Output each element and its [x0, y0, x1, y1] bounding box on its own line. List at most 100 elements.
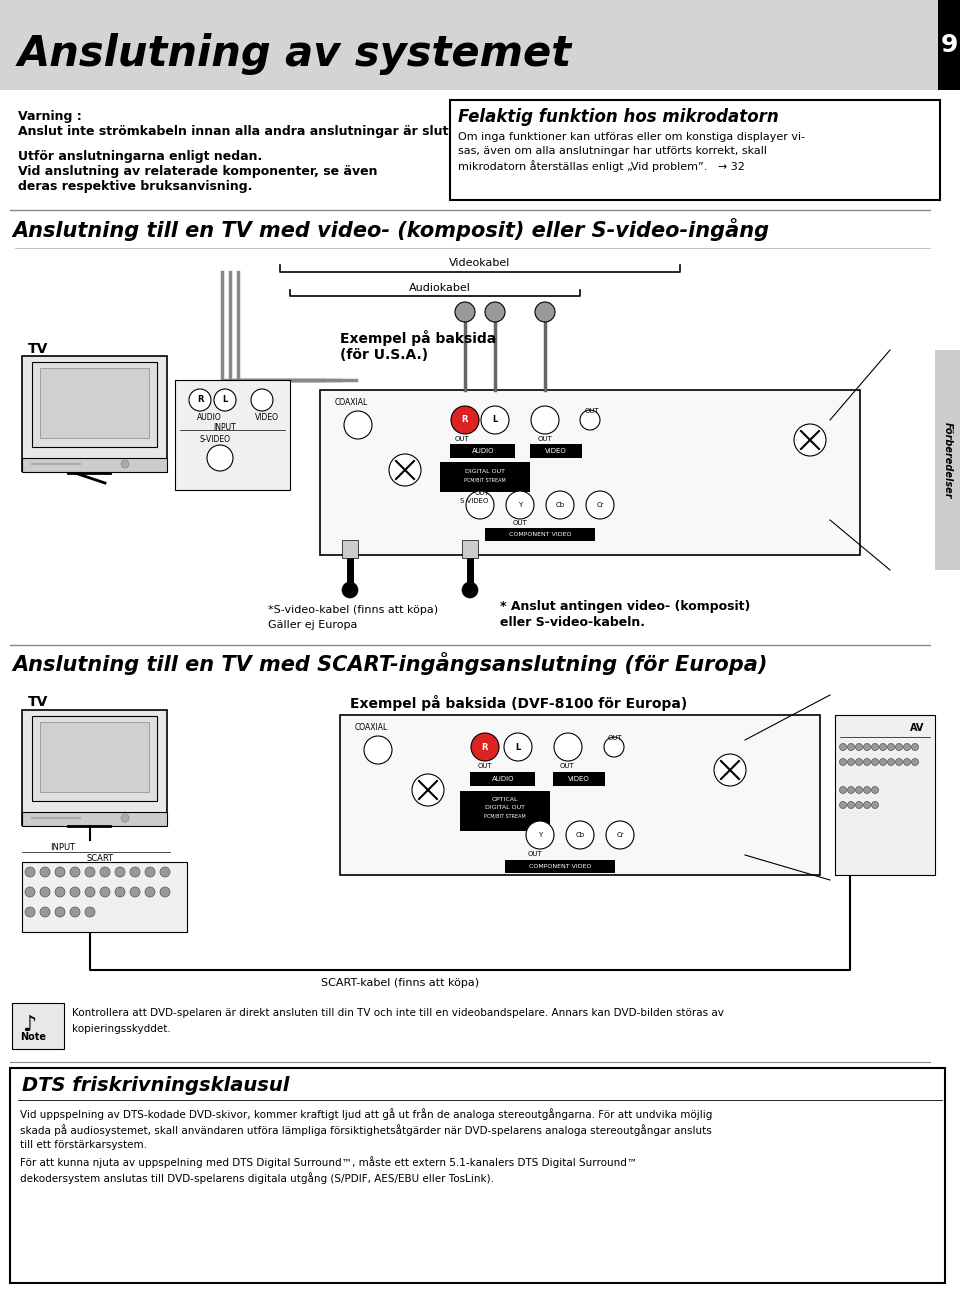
Circle shape	[606, 821, 634, 850]
Circle shape	[714, 754, 746, 786]
Circle shape	[121, 460, 129, 468]
Circle shape	[546, 491, 574, 518]
Text: OPTICAL: OPTICAL	[492, 796, 518, 802]
Text: Om inga funktioner kan utföras eller om konstiga displayer vi-: Om inga funktioner kan utföras eller om …	[458, 132, 805, 142]
Bar	[22, 710, 167, 825]
Bar	[935, 350, 960, 570]
Circle shape	[481, 406, 509, 434]
Bar	[450, 443, 515, 458]
Text: Felaktig funktion hos mikrodatorn: Felaktig funktion hos mikrodatorn	[458, 109, 779, 125]
Bar	[22, 812, 167, 826]
Text: Gäller ej Europa: Gäller ej Europa	[268, 621, 357, 630]
Text: Anslutning till en TV med SCART-ingångsanslutning (för Europa): Anslutning till en TV med SCART-ingångsa…	[12, 652, 767, 675]
Circle shape	[40, 868, 50, 877]
Bar	[835, 715, 935, 875]
Text: PCM/BIT STREAM: PCM/BIT STREAM	[464, 478, 506, 484]
Text: R: R	[197, 396, 204, 405]
Text: S-VIDEO: S-VIDEO	[200, 434, 230, 443]
Circle shape	[903, 743, 910, 750]
Text: Varning :: Varning :	[18, 110, 82, 123]
Circle shape	[848, 802, 854, 808]
Circle shape	[344, 411, 372, 440]
Bar	[462, 540, 478, 559]
Text: Vid uppspelning av DTS-kodade DVD-skivor, kommer kraftigt ljud att gå ut från de: Vid uppspelning av DTS-kodade DVD-skivor…	[20, 1108, 712, 1120]
Bar	[460, 791, 550, 831]
Text: ♪: ♪	[22, 1015, 36, 1034]
Text: SCART-kabel (finns att köpa): SCART-kabel (finns att köpa)	[321, 978, 479, 988]
Text: Anslutning till en TV med video- (komposit) eller S-video-ingång: Anslutning till en TV med video- (kompos…	[12, 219, 769, 240]
Circle shape	[214, 389, 236, 411]
Text: DIGITAL OUT: DIGITAL OUT	[485, 806, 525, 809]
Circle shape	[879, 759, 886, 765]
Text: eller S-video-kabeln.: eller S-video-kabeln.	[500, 615, 645, 628]
Circle shape	[160, 887, 170, 897]
Text: * Anslut antingen video- (komposit): * Anslut antingen video- (komposit)	[500, 600, 751, 613]
Text: AV: AV	[910, 723, 924, 733]
Text: OUT: OUT	[455, 436, 469, 442]
Circle shape	[863, 743, 871, 750]
Circle shape	[342, 582, 358, 597]
Bar	[342, 540, 358, 559]
Circle shape	[531, 406, 559, 434]
Bar	[553, 772, 605, 786]
Circle shape	[855, 759, 862, 765]
Text: INPUT: INPUT	[214, 423, 236, 432]
Circle shape	[85, 906, 95, 917]
Text: mikrodatorn återställas enligt „Vid problem”.   → 32: mikrodatorn återställas enligt „Vid prob…	[458, 160, 745, 172]
Circle shape	[872, 743, 878, 750]
Circle shape	[70, 906, 80, 917]
Circle shape	[794, 424, 826, 456]
Text: OUT: OUT	[585, 409, 600, 414]
Circle shape	[848, 786, 854, 794]
Circle shape	[586, 491, 614, 518]
Text: 9: 9	[940, 34, 958, 57]
Circle shape	[160, 868, 170, 877]
Circle shape	[485, 303, 505, 322]
Circle shape	[863, 786, 871, 794]
Text: kopieringsskyddet.: kopieringsskyddet.	[72, 1024, 171, 1034]
Circle shape	[455, 303, 475, 322]
Text: skada på audiosystemet, skall användaren utföra lämpliga försiktighetsåtgärder n: skada på audiosystemet, skall användaren…	[20, 1124, 711, 1137]
Circle shape	[70, 887, 80, 897]
Circle shape	[466, 491, 494, 518]
Text: Note: Note	[20, 1032, 46, 1042]
Text: COAXIAL: COAXIAL	[355, 723, 388, 732]
Text: Y: Y	[517, 502, 522, 508]
Text: Exempel på baksida: Exempel på baksida	[340, 330, 496, 347]
Text: Cr: Cr	[616, 831, 624, 838]
Text: Vid anslutning av relaterade komponenter, se även: Vid anslutning av relaterade komponenter…	[18, 166, 377, 178]
Bar	[530, 443, 582, 458]
Bar	[32, 362, 157, 447]
Text: L: L	[223, 396, 228, 405]
Bar	[10, 999, 945, 1055]
Circle shape	[554, 733, 582, 762]
Bar	[485, 528, 595, 540]
Circle shape	[911, 743, 919, 750]
Circle shape	[130, 887, 140, 897]
Circle shape	[462, 582, 478, 597]
Circle shape	[85, 868, 95, 877]
Bar	[340, 715, 820, 875]
Circle shape	[911, 759, 919, 765]
Circle shape	[364, 736, 392, 764]
Circle shape	[55, 906, 65, 917]
Circle shape	[389, 454, 421, 486]
Text: S VIDEO: S VIDEO	[460, 498, 489, 504]
Text: OUT: OUT	[528, 851, 542, 857]
Text: OUT: OUT	[608, 734, 623, 741]
Text: VIDEO: VIDEO	[255, 412, 279, 422]
Bar	[22, 458, 167, 472]
Circle shape	[855, 786, 862, 794]
Circle shape	[121, 815, 129, 822]
Circle shape	[839, 786, 847, 794]
Text: Y: Y	[538, 831, 542, 838]
Bar	[12, 1003, 64, 1049]
Circle shape	[145, 887, 155, 897]
Text: Exempel på baksida (DVF-8100 för Europa): Exempel på baksida (DVF-8100 för Europa)	[350, 696, 687, 711]
Circle shape	[506, 491, 534, 518]
Text: R: R	[482, 742, 489, 751]
Circle shape	[25, 906, 35, 917]
Circle shape	[412, 775, 444, 806]
Bar	[0, 0, 960, 91]
Text: Audiokabel: Audiokabel	[409, 283, 471, 294]
